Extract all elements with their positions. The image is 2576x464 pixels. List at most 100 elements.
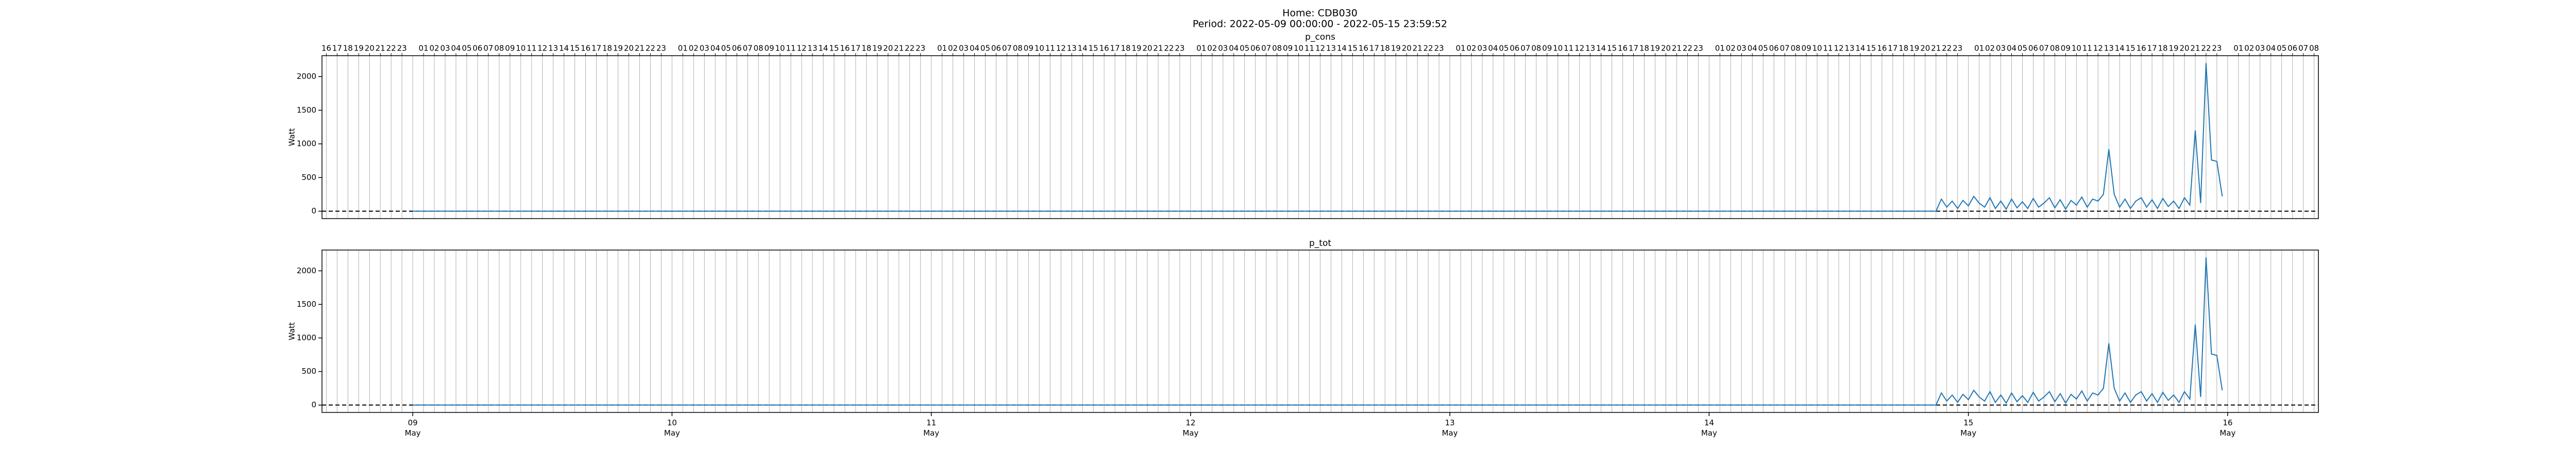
x-tick-label: 08: [1272, 44, 1282, 53]
x-tick-label: 14: [1596, 44, 1606, 53]
x-tick-label: 05: [462, 44, 471, 53]
x-tick-label: 16: [1099, 44, 1109, 53]
x-tick-label: 21: [1931, 44, 1941, 53]
x-tick-label: 19: [1650, 44, 1660, 53]
x-tick-label: 03: [1477, 44, 1487, 53]
x-tick-label: 23: [916, 44, 925, 53]
x-tick-label: 19: [872, 44, 882, 53]
x-tick-label: 07: [1002, 44, 1012, 53]
x-tick-label: 14: [1078, 44, 1088, 53]
y-axis-label: Watt: [287, 128, 297, 146]
x-tick-label: 16: [1877, 44, 1887, 53]
x-tick-label: 20: [624, 44, 634, 53]
x-tick-label: 21: [376, 44, 385, 53]
x-tick-label: 12: [1834, 44, 1843, 53]
x-tick-label: 08: [754, 44, 764, 53]
x-tick-label: 05: [1758, 44, 1768, 53]
x-tick-label: 05: [721, 44, 731, 53]
x-tick-label: 20: [1661, 44, 1671, 53]
x-tick-label: 08: [2309, 44, 2319, 53]
x-tick-label: 11: [786, 44, 795, 53]
axes-frame: [321, 250, 2319, 413]
x-tick-label: 17: [1888, 44, 1897, 53]
x-tick-label: 16: [840, 44, 850, 53]
x-tick-label: 09: [1802, 44, 1811, 53]
x-tick-label: 06: [732, 44, 742, 53]
x-tick-label: 06: [2287, 44, 2297, 53]
x-tick-label: 01: [678, 44, 688, 53]
x-tick-label: 12 May: [1182, 418, 1198, 438]
x-tick-label: 10: [1294, 44, 1303, 53]
x-tick-label: 10: [516, 44, 526, 53]
x-tick-label: 14: [818, 44, 828, 53]
x-tick-label: 14: [1855, 44, 1865, 53]
x-tick-label: 18: [343, 44, 353, 53]
x-tick-label: 12: [1574, 44, 1584, 53]
x-tick-label: 17: [1629, 44, 1638, 53]
y-tick-label: 1000: [297, 333, 316, 342]
x-tick-label: 21: [2190, 44, 2200, 53]
x-tick-label: 23: [2212, 44, 2222, 53]
x-tick-label: 08: [2050, 44, 2060, 53]
x-tick-label: 19: [1391, 44, 1401, 53]
x-tick-label: 04: [1229, 44, 1239, 53]
x-tick-label: 01: [1196, 44, 1206, 53]
x-tick-label: 04: [2266, 44, 2276, 53]
x-tick-label: 21: [1672, 44, 1682, 53]
x-tick-label: 21: [635, 44, 645, 53]
x-tick-label: 01: [2233, 44, 2243, 53]
x-tick-label: 11: [1564, 44, 1573, 53]
x-tick-label: 18: [1639, 44, 1649, 53]
x-tick-label: 19: [1131, 44, 1141, 53]
x-tick-label: 21: [1153, 44, 1163, 53]
x-tick-label: 03: [959, 44, 969, 53]
y-tick-label: 0: [311, 206, 316, 216]
x-tick-label: 04: [2007, 44, 2016, 53]
y-tick-label: 1500: [297, 300, 316, 309]
x-tick-label: 22: [386, 44, 396, 53]
x-tick-label: 22: [1683, 44, 1692, 53]
x-tick-label: 16: [581, 44, 590, 53]
x-tick-label: 07: [1261, 44, 1271, 53]
y-tick-label: 500: [301, 173, 316, 182]
x-tick-label: 18: [1380, 44, 1390, 53]
x-tick-label: 13: [1326, 44, 1336, 53]
x-tick-label: 13: [807, 44, 817, 53]
x-tick-label: 23: [397, 44, 407, 53]
x-tick-label: 16: [321, 44, 331, 53]
x-tick-label: 02: [1467, 44, 1477, 53]
x-tick-label: 01: [1456, 44, 1466, 53]
x-tick-label: 05: [1240, 44, 1249, 53]
x-tick-label: 10: [1553, 44, 1563, 53]
x-tick-label: 21: [1413, 44, 1422, 53]
x-tick-label: 15: [829, 44, 839, 53]
x-tick-label: 18: [1121, 44, 1131, 53]
x-tick-label: 07: [2039, 44, 2049, 53]
subplot-title: p_cons: [1305, 32, 1335, 42]
x-tick-label: 18: [2158, 44, 2168, 53]
x-tick-label: 07: [483, 44, 493, 53]
x-tick-label: 11: [1823, 44, 1833, 53]
x-tick-label: 02: [689, 44, 699, 53]
x-tick-label: 06: [472, 44, 482, 53]
x-tick-label: 05: [2018, 44, 2027, 53]
x-tick-label: 02: [2244, 44, 2254, 53]
x-tick-label: 12: [537, 44, 547, 53]
x-tick-label: 11: [1304, 44, 1314, 53]
x-tick-label: 20: [1142, 44, 1152, 53]
x-tick-label: 06: [1510, 44, 1519, 53]
x-tick-label: 01: [1715, 44, 1725, 53]
x-tick-label: 08: [494, 44, 504, 53]
x-tick-label: 22: [1164, 44, 1174, 53]
x-tick-label: 06: [1769, 44, 1779, 53]
x-tick-label: 07: [1520, 44, 1530, 53]
x-tick-label: 23: [1434, 44, 1444, 53]
y-tick-label: 500: [301, 367, 316, 376]
x-tick-label: 15: [1089, 44, 1098, 53]
x-tick-label: 13: [1844, 44, 1854, 53]
x-tick-label: 13: [548, 44, 558, 53]
x-tick-label: 04: [970, 44, 979, 53]
x-tick-label: 03: [1218, 44, 1228, 53]
x-tick-label: 22: [1942, 44, 1952, 53]
